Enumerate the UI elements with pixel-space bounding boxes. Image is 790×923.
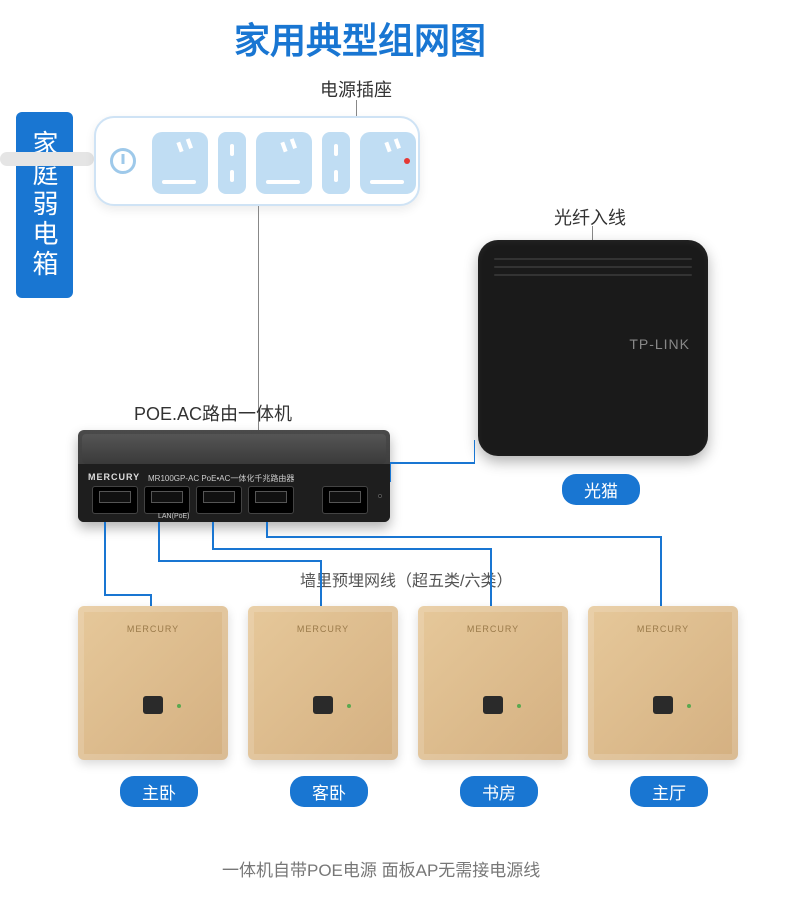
ap-pill: 书房 [460, 776, 538, 807]
power-cord [0, 152, 94, 166]
connector-line [592, 226, 593, 240]
socket [152, 132, 208, 194]
ap-pill: 主厅 [630, 776, 708, 807]
router-face: MERCURY MR100GP-AC PoE•AC一体化千兆路由器 LAN(Po… [78, 464, 390, 522]
ap-port-icon [483, 696, 503, 714]
ap-panel: MERCURY [418, 606, 568, 760]
ap-led-icon [687, 704, 691, 708]
modem-grille [494, 266, 692, 268]
modem-grille [494, 258, 692, 260]
ap-panel: MERCURY [78, 606, 228, 760]
ap-pill: 客卧 [290, 776, 368, 807]
sidebar-label: 家庭弱电箱 [16, 112, 73, 298]
connector-line [212, 548, 492, 550]
socket [256, 132, 312, 194]
ap-port-icon [653, 696, 673, 714]
ethernet-port [322, 486, 368, 514]
connector-line [320, 560, 322, 606]
router-brand: MERCURY [88, 472, 140, 482]
ap-brand: MERCURY [127, 624, 179, 634]
connector-line [258, 206, 259, 430]
connector-line [158, 522, 160, 562]
ap-led-icon [347, 704, 351, 708]
socket [322, 132, 350, 194]
footer-note: 一体机自带POE电源 面板AP无需接电源线 [222, 856, 540, 881]
main-title: 家用典型组网图 [234, 12, 486, 64]
lan-label: LAN(PoE) [158, 513, 190, 520]
ap-brand: MERCURY [467, 624, 519, 634]
connector-line [150, 594, 152, 606]
power-strip [94, 116, 420, 206]
ethernet-port [196, 486, 242, 514]
ap-port-icon [313, 696, 333, 714]
fiber-label: 光纤入线 [554, 204, 626, 230]
ethernet-port [248, 486, 294, 514]
connector-line [158, 560, 322, 562]
connector-line [474, 440, 475, 462]
cable-label: 墙里预埋网线（超五类/六类） [300, 567, 512, 591]
ap-brand: MERCURY [297, 624, 349, 634]
connector-line [266, 536, 662, 538]
power-switch-icon [110, 148, 136, 174]
ap-led-icon [517, 704, 521, 708]
router-model: MR100GP-AC PoE•AC一体化千兆路由器 [148, 473, 294, 484]
socket [218, 132, 246, 194]
ap-panel: MERCURY [588, 606, 738, 760]
connector-line [104, 522, 106, 594]
power-led-icon [404, 158, 410, 164]
ap-port-icon [143, 696, 163, 714]
optical-modem: TP-LINK [478, 240, 708, 456]
ap-panel: MERCURY [248, 606, 398, 760]
modem-brand: TP-LINK [629, 336, 690, 352]
ap-brand: MERCURY [637, 624, 689, 634]
ethernet-port [92, 486, 138, 514]
connector-line [390, 462, 475, 464]
connector-line [104, 594, 152, 596]
power-strip-label: 电源插座 [320, 76, 392, 102]
connector-line [212, 522, 214, 550]
ap-pill: 主卧 [120, 776, 198, 807]
sys-led-icon [378, 494, 382, 498]
connector-line [390, 462, 391, 482]
router-label: POE.AC路由一体机 [134, 400, 292, 426]
connector-line [660, 536, 662, 606]
modem-grille [494, 274, 692, 276]
diagram-canvas: 家用典型组网图 家庭弱电箱 电源插座 光纤入线 TP-LINK 光猫 POE.A… [0, 0, 790, 923]
poe-router: MERCURY MR100GP-AC PoE•AC一体化千兆路由器 LAN(Po… [78, 430, 390, 522]
router-top [82, 434, 386, 464]
connector-line [490, 548, 492, 606]
ethernet-port [144, 486, 190, 514]
modem-pill: 光猫 [562, 474, 640, 505]
ap-led-icon [177, 704, 181, 708]
